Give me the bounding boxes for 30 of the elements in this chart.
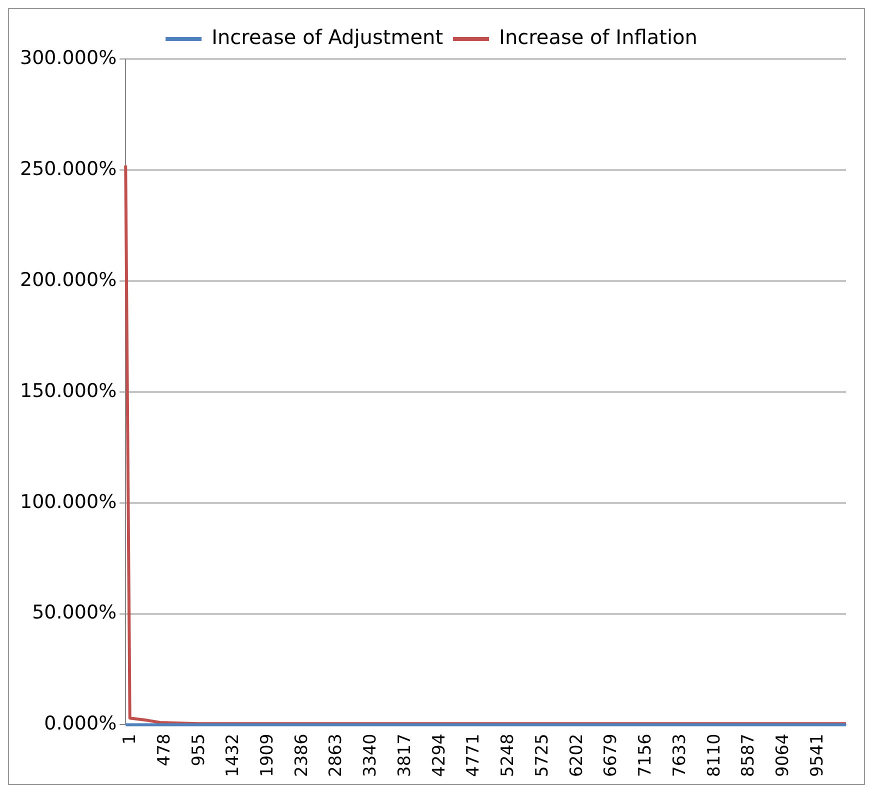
y-tick-label: 150.000% [20, 380, 117, 402]
x-tick-label: 5725 [532, 734, 552, 777]
x-tick-label: 6202 [566, 734, 587, 777]
x-tick-label: 3340 [360, 734, 381, 777]
y-tick-label: 250.000% [20, 158, 117, 180]
y-tick-label: 0.000% [44, 712, 117, 735]
x-tick-label: 4294 [429, 734, 450, 777]
y-tick-label: 300.000% [20, 46, 117, 69]
x-tick-label: 1432 [223, 734, 244, 777]
x-tick-label: 5248 [498, 734, 518, 777]
y-tick-label: 50.000% [32, 602, 117, 624]
x-tick-label: 4771 [464, 734, 484, 777]
x-tick-label: 2863 [326, 734, 346, 777]
x-tick-label: 9541 [807, 734, 828, 777]
x-tick-label: 1909 [258, 734, 278, 777]
x-tick-label: 7156 [636, 734, 656, 777]
x-tick-label: 8587 [738, 734, 759, 777]
x-tick-label: 9064 [772, 734, 793, 777]
x-tick-label: 8110 [704, 734, 724, 777]
y-tick-label: 200.000% [20, 268, 117, 291]
x-tick-label: 1 [120, 734, 140, 745]
x-tick-label: 3817 [394, 734, 415, 777]
x-tick-label: 6679 [601, 734, 622, 777]
legend-label: Increase of Inflation [499, 25, 698, 50]
x-tick-label: 478 [154, 734, 174, 766]
x-tick-label: 2386 [292, 734, 312, 777]
legend-label: Increase of Adjustment [212, 25, 444, 50]
y-tick-label: 100.000% [20, 490, 117, 513]
x-tick-label: 7633 [670, 734, 690, 777]
x-tick-label: 955 [188, 734, 209, 766]
